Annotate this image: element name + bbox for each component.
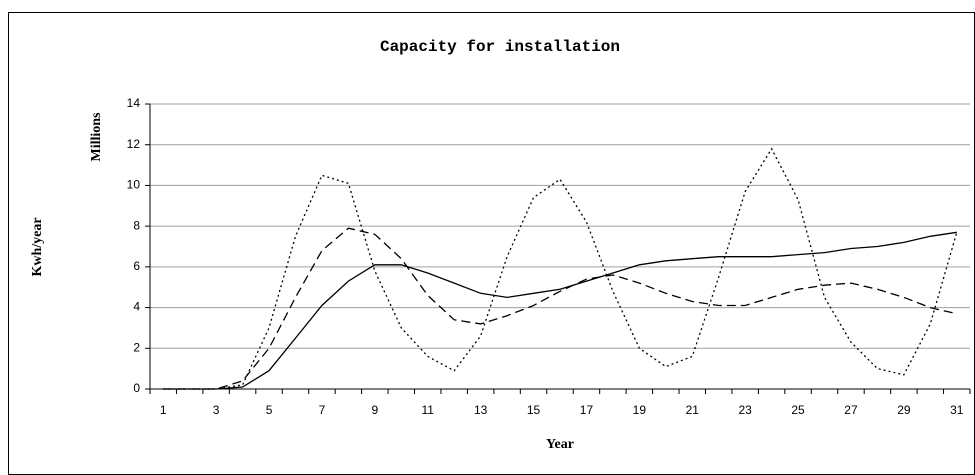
x-tick-label: 25 bbox=[791, 403, 805, 417]
x-tick-label: 1 bbox=[160, 403, 167, 417]
x-tick-label: 19 bbox=[633, 403, 647, 417]
y-tick-label: 0 bbox=[133, 381, 140, 395]
x-tick-label: 9 bbox=[371, 403, 378, 417]
x-tick-label: 13 bbox=[474, 403, 488, 417]
x-tick-label: 7 bbox=[319, 403, 326, 417]
x-tick-label: 27 bbox=[844, 403, 858, 417]
x-tick-label: 23 bbox=[738, 403, 752, 417]
chart-frame bbox=[8, 12, 975, 475]
x-tick-label: 17 bbox=[580, 403, 594, 417]
x-tick-label: 29 bbox=[897, 403, 911, 417]
y-tick-label: 6 bbox=[133, 259, 140, 273]
x-tick-label: 11 bbox=[422, 403, 435, 417]
x-tick-label: 21 bbox=[686, 403, 700, 417]
x-tick-label: 3 bbox=[213, 403, 220, 417]
y-axis-label: Kwh/year bbox=[30, 217, 45, 276]
y-tick-label: 14 bbox=[127, 96, 141, 110]
y-tick-label: 4 bbox=[133, 300, 140, 314]
y-tick-label: 12 bbox=[127, 137, 141, 151]
chart-title: Capacity for installation bbox=[380, 38, 620, 56]
y-tick-label: 8 bbox=[133, 218, 140, 232]
y-unit-label: Millions bbox=[89, 112, 104, 162]
x-axis-label: Year bbox=[546, 437, 574, 452]
x-tick-label: 5 bbox=[266, 403, 273, 417]
y-tick-label: 10 bbox=[127, 178, 141, 192]
series-line bbox=[163, 231, 957, 390]
x-tick-label: 15 bbox=[527, 403, 541, 417]
series-line bbox=[163, 227, 957, 390]
y-tick-label: 2 bbox=[133, 340, 140, 354]
x-tick-label: 31 bbox=[950, 403, 964, 417]
